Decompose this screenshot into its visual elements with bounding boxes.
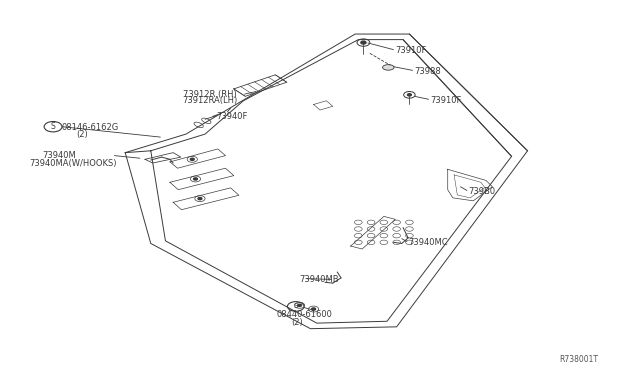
Text: 73940MC: 73940MC (408, 238, 448, 247)
Ellipse shape (383, 65, 394, 70)
Circle shape (404, 92, 415, 98)
Text: 73912R (RH): 73912R (RH) (182, 90, 236, 99)
Text: R738001T: R738001T (559, 355, 598, 364)
Text: (2): (2) (76, 130, 88, 140)
Text: S: S (51, 122, 56, 131)
Circle shape (193, 178, 197, 180)
Text: S: S (293, 304, 298, 310)
Circle shape (190, 158, 194, 160)
Text: 08146-6162G: 08146-6162G (61, 123, 118, 132)
Text: 73940M: 73940M (42, 151, 76, 160)
Text: 739B0: 739B0 (468, 187, 495, 196)
Text: 73910F: 73910F (396, 46, 427, 55)
Text: (2): (2) (291, 318, 303, 327)
Circle shape (312, 308, 316, 310)
Text: 08440-61600: 08440-61600 (276, 311, 332, 320)
Text: 73940F: 73940F (216, 112, 248, 121)
Circle shape (361, 41, 366, 44)
Circle shape (408, 94, 412, 96)
Text: 73988: 73988 (414, 67, 440, 76)
Circle shape (298, 304, 301, 307)
Text: 73940MA(W/HOOKS): 73940MA(W/HOOKS) (29, 158, 117, 167)
Text: 73910F: 73910F (430, 96, 461, 105)
Text: 73940MB: 73940MB (300, 275, 339, 284)
Circle shape (198, 198, 202, 200)
Text: 73912RA(LH): 73912RA(LH) (182, 96, 238, 105)
Circle shape (357, 39, 370, 46)
